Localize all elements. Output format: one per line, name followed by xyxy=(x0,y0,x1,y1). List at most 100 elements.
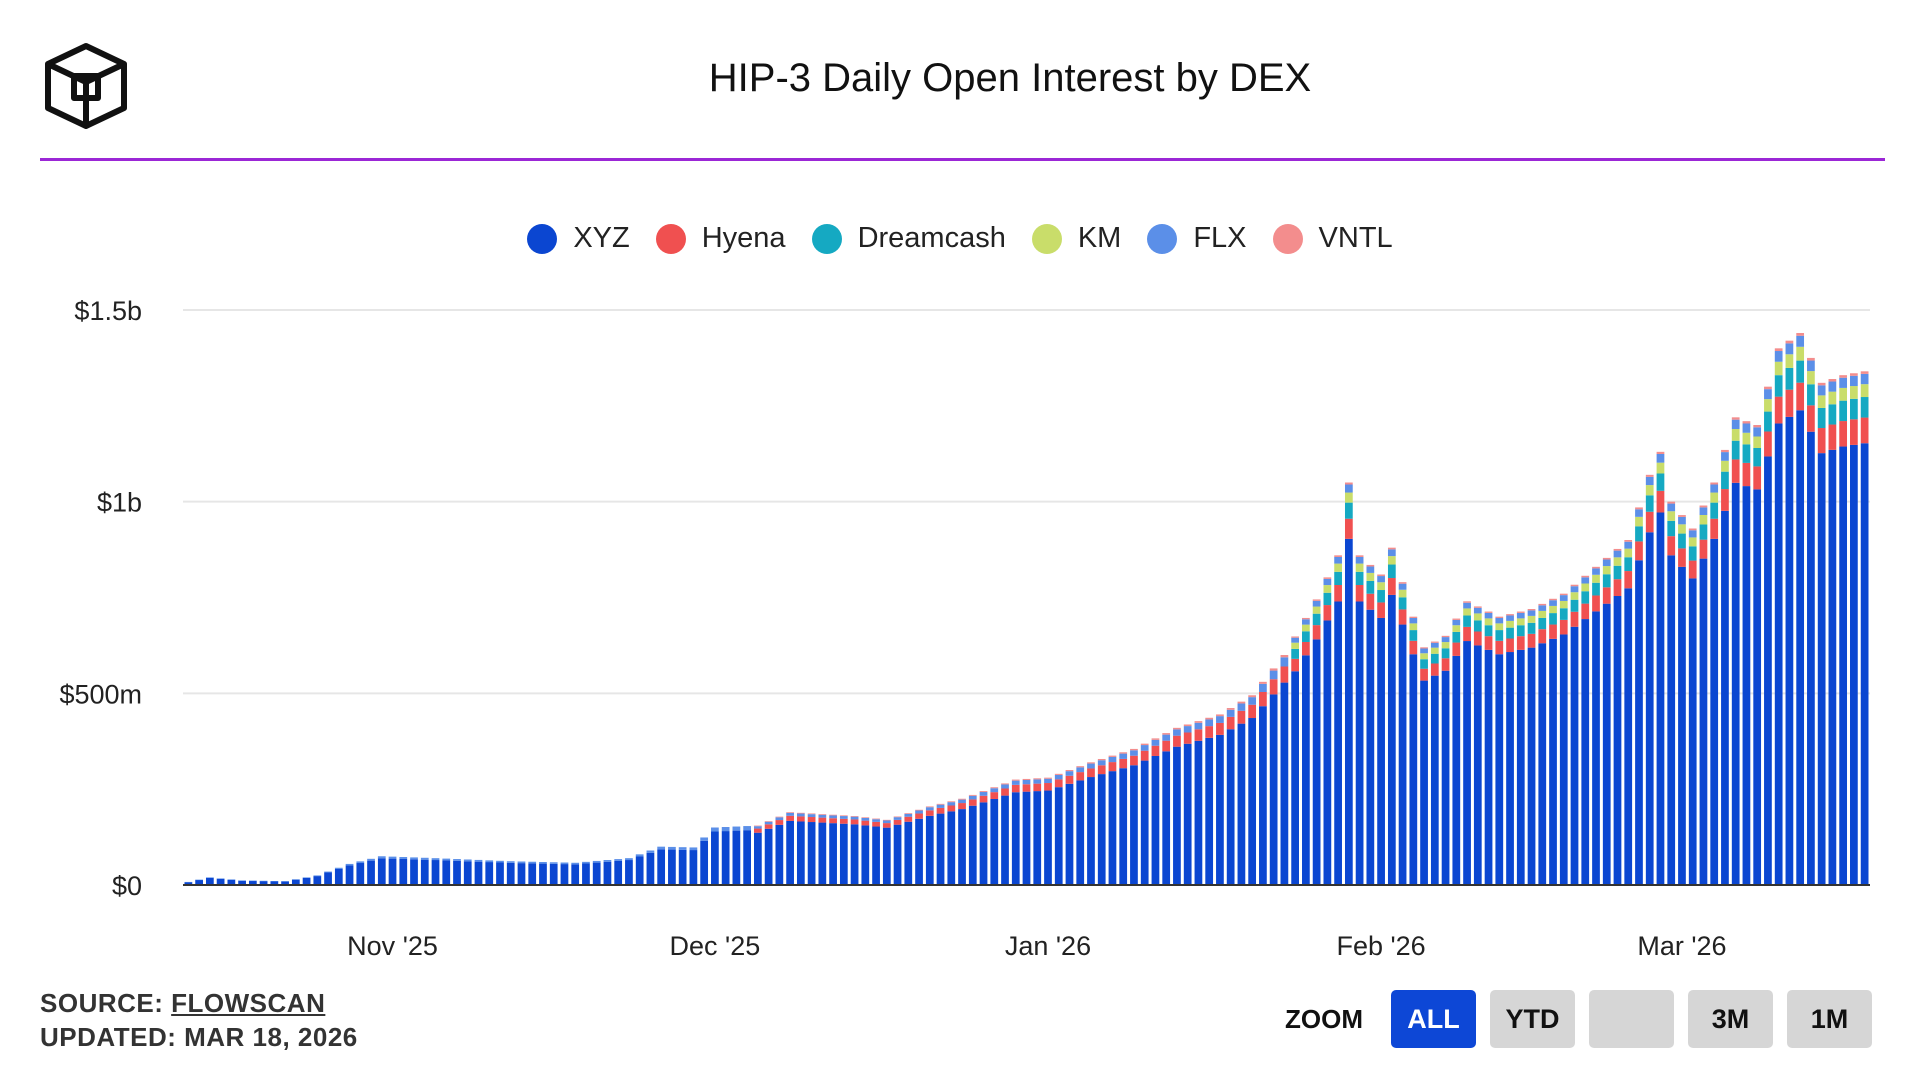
bar-segment-xyz xyxy=(1291,671,1299,885)
bar-segment-hyena xyxy=(1054,779,1063,788)
bar-segment-flx xyxy=(1699,507,1708,515)
bar-segment-hyena xyxy=(1753,466,1762,490)
bar-segment-hyena xyxy=(1559,619,1568,635)
bar-segment-dreamcash xyxy=(1516,625,1525,637)
bar-segment-flx xyxy=(1731,419,1740,430)
bar-segment-xyz xyxy=(678,849,687,885)
bar-segment-xyz xyxy=(431,860,440,885)
chart-title: HIP-3 Daily Open Interest by DEX xyxy=(708,56,1312,100)
bar-segment-km xyxy=(1635,516,1643,527)
bar-segment-xyz xyxy=(1430,675,1439,885)
bar-segment-flx xyxy=(958,799,966,804)
bar-segment-km xyxy=(1721,460,1729,472)
bar-segment-dreamcash xyxy=(1570,599,1579,612)
bar-segment-vntl xyxy=(1807,357,1815,361)
bar-segment-hyena xyxy=(1463,626,1471,642)
bar-segment-dreamcash xyxy=(1506,627,1514,639)
bar-segment-flx xyxy=(216,878,225,879)
legend-item-km[interactable]: KM xyxy=(1031,222,1121,255)
zoom-blank-button[interactable] xyxy=(1589,990,1674,1048)
zoom-3m-button[interactable]: 3M xyxy=(1688,990,1773,1048)
bar-segment-dreamcash xyxy=(1559,608,1568,620)
bar-segment-hyena xyxy=(861,820,870,826)
bar-segment-xyz xyxy=(1731,482,1740,885)
bar-segment-xyz xyxy=(1151,755,1160,885)
bar-segment-flx xyxy=(1044,778,1052,784)
bar-segment-xyz xyxy=(1173,746,1181,885)
bar-segment-flx xyxy=(496,860,504,863)
bar-segment-hyena xyxy=(1269,679,1278,695)
bar-segment-xyz xyxy=(1044,790,1052,885)
bar-segment-flx xyxy=(1602,559,1611,567)
zoom-1m-button[interactable]: 1M xyxy=(1787,990,1872,1048)
bar-segment-xyz xyxy=(1452,655,1461,885)
bar-segment-flx xyxy=(1613,550,1622,558)
bar-segment-km xyxy=(1463,608,1471,616)
bar-segment-hyena xyxy=(829,818,837,824)
bar-segment-hyena xyxy=(1678,548,1686,567)
bar-segment-xyz xyxy=(1774,423,1783,885)
bar-segment-xyz xyxy=(1484,649,1493,885)
bar-segment-flx xyxy=(635,854,644,857)
bar-segment-xyz xyxy=(281,881,289,885)
zoom-all-button[interactable]: ALL xyxy=(1391,990,1476,1048)
bar-segment-hyena xyxy=(1796,382,1805,411)
bar-segment-flx xyxy=(1441,637,1450,643)
bar-segment-flx xyxy=(474,859,483,862)
bar-segment-dreamcash xyxy=(1613,565,1622,580)
bar-segment-km xyxy=(1624,548,1633,558)
bar-segment-km xyxy=(1387,556,1396,565)
bar-segment-hyena xyxy=(872,821,880,827)
bar-segment-vntl xyxy=(1430,641,1439,643)
bar-segment-hyena xyxy=(1119,758,1128,769)
bar-segment-xyz xyxy=(689,850,698,885)
zoom-ytd-button[interactable]: YTD xyxy=(1490,990,1575,1048)
bar-segment-xyz xyxy=(1344,538,1353,885)
bar-segment-xyz xyxy=(1237,723,1246,885)
bar-segment-hyena xyxy=(1699,539,1708,559)
bar-segment-flx xyxy=(1108,756,1117,763)
bar-segment-flx xyxy=(1237,703,1246,711)
bar-segment-vntl xyxy=(968,794,977,796)
legend-label: VNTL xyxy=(1318,222,1393,254)
bar-segment-hyena xyxy=(1452,642,1461,656)
legend-item-flx[interactable]: FLX xyxy=(1147,222,1247,255)
bar-segment-vntl xyxy=(1764,386,1772,390)
bar-segment-km xyxy=(1344,492,1353,503)
legend-item-dreamcash[interactable]: Dreamcash xyxy=(811,222,1006,255)
legend-item-xyz[interactable]: XYZ xyxy=(527,222,630,255)
source-link[interactable]: FLOWSCAN xyxy=(171,988,326,1018)
bar-segment-flx xyxy=(936,804,945,808)
x-tick-label: Dec '25 xyxy=(670,931,761,961)
bar-segment-dreamcash xyxy=(1828,404,1837,425)
bar-segment-xyz xyxy=(227,879,236,885)
bar-segment-flx xyxy=(1678,516,1686,525)
bar-segment-km xyxy=(1807,371,1815,385)
bar-segment-vntl xyxy=(775,816,784,818)
bar-segment-xyz xyxy=(377,858,386,885)
bar-segment-hyena xyxy=(1785,389,1794,417)
bar-segment-hyena xyxy=(1581,603,1590,620)
bar-segment-flx xyxy=(1259,683,1267,692)
bar-segment-vntl xyxy=(1076,766,1085,768)
bar-segment-dreamcash xyxy=(1742,444,1751,463)
bar-segment-km xyxy=(1774,361,1783,376)
bar-segment-hyena xyxy=(893,819,902,825)
bar-segment-flx xyxy=(1549,600,1557,606)
legend-item-vntl[interactable]: VNTL xyxy=(1272,222,1393,255)
bar-segment-xyz xyxy=(1409,654,1418,885)
bar-segment-hyena xyxy=(1140,750,1149,761)
bar-segment-dreamcash xyxy=(1796,360,1805,383)
bar-segment-hyena xyxy=(1441,658,1450,671)
legend-item-hyena[interactable]: Hyena xyxy=(655,222,786,255)
bar-segment-vntl xyxy=(1344,482,1353,485)
bar-segment-xyz xyxy=(1538,643,1547,885)
bar-segment-vntl xyxy=(1473,606,1482,608)
bar-segment-hyena xyxy=(1635,541,1643,561)
bar-segment-vntl xyxy=(1130,748,1138,751)
bar-segment-dreamcash xyxy=(1387,564,1396,579)
bar-segment-km xyxy=(1323,585,1332,593)
bar-segment-hyena xyxy=(1387,578,1396,595)
bar-segment-vntl xyxy=(1205,717,1214,720)
bar-segment-hyena xyxy=(1259,691,1267,707)
